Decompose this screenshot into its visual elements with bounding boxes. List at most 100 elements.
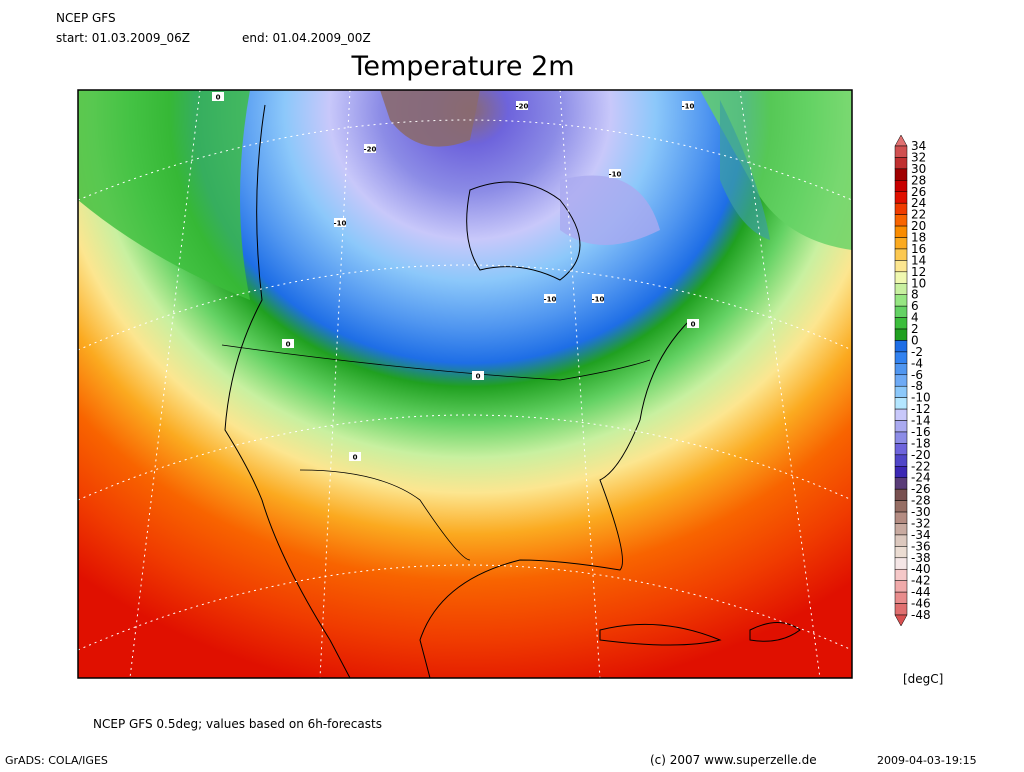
legend-swatch <box>894 534 908 547</box>
graticule-line <box>129 90 821 678</box>
legend-level-label: -30 <box>911 505 931 519</box>
legend-swatch <box>894 305 908 318</box>
legend-swatch <box>894 363 908 376</box>
legend-level-label: -42 <box>911 574 931 588</box>
legend-level-label: 28 <box>911 173 926 187</box>
graticule-line <box>78 119 852 201</box>
contour-label: -20 <box>516 103 529 111</box>
legend-swatch <box>894 454 908 467</box>
legend-swatch <box>894 294 908 307</box>
contour-label: 0 <box>476 373 481 381</box>
legend-swatch <box>894 431 908 444</box>
arctic-cold-field <box>380 90 480 147</box>
legend-swatch <box>894 340 908 353</box>
legend-swatch <box>894 385 908 398</box>
map-frame <box>77 89 853 679</box>
legend-level-label: -40 <box>911 562 931 576</box>
legend-level-label: -8 <box>911 379 923 393</box>
legend-swatch <box>894 351 908 364</box>
contour-labels: 0 -20 -10 -20 -10 -10 -10 -10 0 0 0 0 <box>212 92 699 462</box>
contour-label-bg <box>364 144 376 153</box>
contour-label: 0 <box>286 341 291 349</box>
legend-swatch <box>894 237 908 250</box>
legend-level-label: -36 <box>911 539 931 553</box>
legend-swatch <box>894 568 908 581</box>
contour-label-bg <box>334 218 346 227</box>
legend-swatch <box>894 523 908 536</box>
legend-level-label: -28 <box>911 494 931 508</box>
border-us-mexico <box>299 469 471 561</box>
contour-label-bg <box>682 101 694 110</box>
legend-swatch <box>894 488 908 501</box>
software-credit: GrADS: COLA/IGES <box>5 754 108 767</box>
copyright: (c) 2007 www.superzelle.de <box>650 753 817 767</box>
legend-level-label: -38 <box>911 551 931 565</box>
legend-level-label: 4 <box>911 311 919 325</box>
legend-swatch <box>894 420 908 433</box>
legend-swatch <box>894 511 908 524</box>
legend-level-label: 2 <box>911 322 919 336</box>
legend-swatch <box>894 260 908 273</box>
legend-swatch <box>894 477 908 490</box>
legend-level-label: -24 <box>911 471 931 485</box>
legend-swatch <box>894 466 908 478</box>
legend-swatch <box>894 374 908 387</box>
graticule <box>78 90 852 678</box>
legend-unit: [degC] <box>903 672 943 686</box>
legend-swatch <box>894 283 908 295</box>
legend-level-label: 30 <box>911 162 926 176</box>
contour-label: -10 <box>334 220 347 228</box>
legend-level-label: -18 <box>911 436 931 450</box>
legend-swatch <box>894 317 908 330</box>
labrador-field <box>720 100 770 240</box>
contour-label: 0 <box>691 321 696 329</box>
legend-swatch <box>894 397 908 410</box>
legend-level-label: 26 <box>911 185 926 199</box>
legend-swatch <box>894 202 908 215</box>
legend-swatch <box>894 145 908 158</box>
legend-level-label: 16 <box>911 242 926 256</box>
legend-level-label: 10 <box>911 276 926 290</box>
model-name: NCEP GFS <box>56 11 116 25</box>
legend-level-label: 32 <box>911 150 926 164</box>
legend-level-label: 8 <box>911 288 919 302</box>
footer-note: NCEP GFS 0.5deg; values based on 6h-fore… <box>93 717 382 731</box>
legend-level-label: 24 <box>911 196 926 210</box>
legend-level-label: -20 <box>911 448 931 462</box>
legend-swatch <box>894 580 908 593</box>
legend-swatch <box>894 191 908 204</box>
legend-level-label: -34 <box>911 528 931 542</box>
timestamp: 2009-04-03-19:15 <box>877 754 977 767</box>
legend-level-label: 34 <box>911 139 926 153</box>
caribbean-islands <box>599 622 801 646</box>
map: 0 -20 -10 -20 -10 -10 -10 -10 0 0 0 0 <box>78 90 852 678</box>
east-coast <box>419 319 691 678</box>
contour-label-bg <box>349 452 361 461</box>
legend-level-label: -14 <box>911 414 931 428</box>
legend-level-label: -26 <box>911 482 931 496</box>
pacific-field <box>78 90 250 300</box>
legend-swatch <box>894 443 908 456</box>
border-canada-us <box>221 344 651 381</box>
legend-arrow-top <box>894 134 908 147</box>
legend-level-label: -10 <box>911 391 931 405</box>
legend-swatch <box>894 271 908 284</box>
legend-level-label: -22 <box>911 459 931 473</box>
legend-swatch <box>894 546 908 559</box>
legend-level-label: 18 <box>911 231 926 245</box>
contour-label-bg <box>609 169 621 178</box>
legend-swatch <box>894 500 908 513</box>
legend-swatch <box>894 168 908 181</box>
contour-label-bg <box>212 92 224 101</box>
legend-level-label: 14 <box>911 253 926 267</box>
start-time: start: 01.03.2009_06Z <box>56 31 190 45</box>
legend-swatch <box>894 225 908 238</box>
contour-label-bg <box>472 371 484 380</box>
contour-label-bg <box>592 294 604 303</box>
color-legend: 3432302826242220181614121086420-2-4-6-8-… <box>894 134 931 627</box>
legend-level-label: 22 <box>911 208 926 222</box>
legend-level-label: -44 <box>911 585 931 599</box>
contour-label: 0 <box>353 454 358 462</box>
hudson-field <box>560 175 660 245</box>
